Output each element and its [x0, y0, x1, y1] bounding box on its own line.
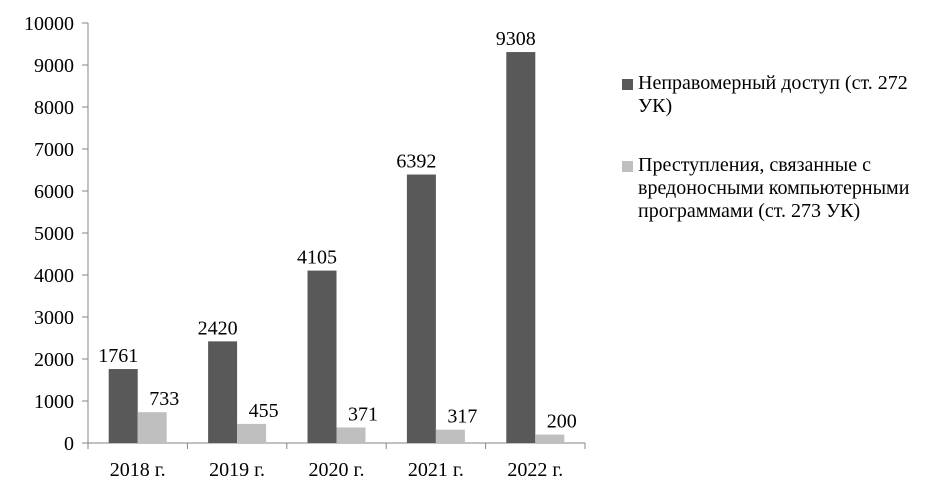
legend: Неправомерный доступ (ст. 272 УК) Преступ…: [622, 72, 927, 259]
data-label: 9308: [496, 28, 536, 50]
y-tick-label: 9000: [34, 55, 74, 77]
data-label: 2420: [198, 317, 238, 339]
y-tick-label: 3000: [34, 307, 74, 329]
y-tick-label: 2000: [34, 349, 74, 371]
legend-swatch: [622, 79, 633, 90]
bar: [237, 423, 267, 443]
chart: 0 1000 2000 3000 4000 5000 6000 7000 8000 9000 100…: [24, 13, 586, 481]
y-tick-label: 1000: [34, 391, 74, 413]
bar: [535, 434, 565, 443]
legend-entry: Преступления, связанные с вредоносными к…: [622, 154, 927, 223]
bar: [336, 427, 366, 443]
data-label: 200: [547, 411, 577, 433]
data-label: 733: [149, 388, 179, 410]
bar: [406, 174, 436, 443]
x-tick-label: 2019 г.: [209, 459, 265, 481]
data-label: 371: [348, 403, 378, 425]
data-label: 1761: [98, 345, 138, 367]
bar: [435, 429, 465, 443]
bar: [208, 341, 238, 443]
y-tick-label: 0: [64, 433, 74, 455]
data-label: 455: [249, 400, 279, 422]
y-tick-label: 6000: [34, 181, 74, 203]
legend-label: Преступления, связанные с вредоносными к…: [638, 154, 910, 222]
bar: [137, 412, 167, 443]
y-tick-label: 4000: [34, 265, 74, 287]
x-tick-label: 2021 г.: [408, 459, 464, 481]
data-label: 317: [447, 406, 477, 428]
x-tick-label: 2022 г.: [507, 459, 563, 481]
y-tick-label: 8000: [34, 97, 74, 119]
x-tick-label: 2018 г.: [110, 459, 166, 481]
data-label: 6392: [396, 151, 436, 173]
legend-swatch: [622, 161, 633, 172]
legend-entry: Неправомерный доступ (ст. 272 УК): [622, 72, 908, 118]
x-tick-label: 2020 г.: [309, 459, 365, 481]
data-label: 4105: [297, 247, 337, 269]
y-tick-label: 10000: [24, 13, 74, 35]
bar: [307, 270, 337, 443]
bar: [108, 369, 138, 443]
bar: [506, 52, 536, 444]
y-tick-label: 7000: [34, 139, 74, 161]
y-tick-label: 5000: [34, 223, 74, 245]
legend-label: Неправомерный доступ (ст. 272 УК): [638, 72, 908, 117]
